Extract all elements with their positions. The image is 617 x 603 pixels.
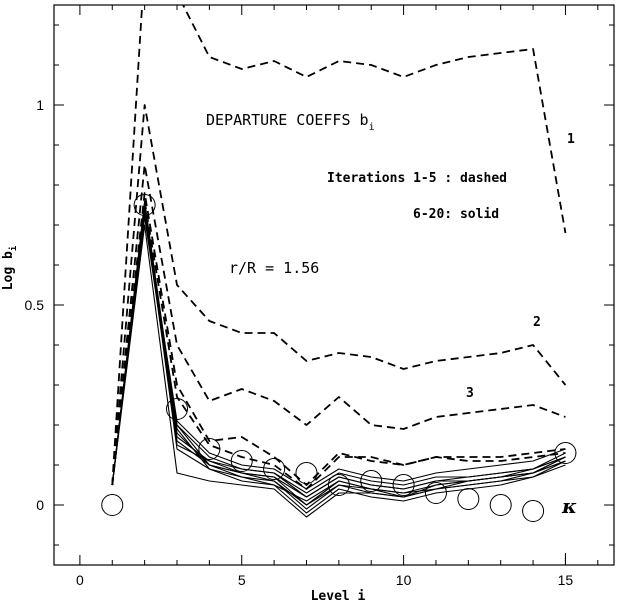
axis-ticks bbox=[54, 5, 614, 565]
x-tick-label: 5 bbox=[238, 572, 246, 588]
plot-frame bbox=[53, 4, 615, 566]
x-tick-label: 15 bbox=[558, 572, 574, 588]
circle-marker bbox=[101, 494, 124, 516]
curve-label-2: 2 bbox=[533, 315, 541, 330]
y-tick-label: 0.5 bbox=[25, 297, 45, 313]
series-line-15-solid bbox=[111, 212, 566, 506]
y-tick-label: 0 bbox=[36, 497, 44, 513]
series-line-1-dashed bbox=[111, 5, 567, 486]
series-line-7-solid bbox=[111, 212, 566, 506]
curve-label-1: 1 bbox=[567, 132, 575, 147]
circle-marker bbox=[457, 488, 480, 510]
annotation-ratio: r/R = 1.56 bbox=[229, 259, 319, 277]
y-tick-label: 1 bbox=[36, 97, 44, 113]
series-line-2-dashed bbox=[111, 104, 567, 486]
circle-marker bbox=[489, 494, 512, 516]
tick-labels: 0 5 10 15 0 0.5 1 bbox=[25, 97, 574, 588]
circle-marker bbox=[133, 194, 156, 216]
annotation-iterations-solid: 6-20: solid bbox=[413, 207, 499, 222]
y-axis-title-sub: i bbox=[8, 245, 19, 251]
series-line-9-solid bbox=[111, 216, 566, 494]
series-group bbox=[111, 5, 567, 518]
curve-label-3: 3 bbox=[466, 386, 474, 401]
kappa-label: κ bbox=[561, 494, 577, 518]
series-line-5-dashed bbox=[111, 200, 566, 490]
annotation-iterations-dashed: Iterations 1-5 : dashed bbox=[327, 171, 507, 186]
svg-text:Log bi: Log bi bbox=[1, 245, 19, 290]
circle-marker bbox=[424, 482, 447, 504]
circle-marker bbox=[360, 470, 383, 492]
series-line-3-dashed bbox=[111, 164, 566, 486]
circle-marker bbox=[295, 462, 318, 484]
circle-marker bbox=[230, 450, 253, 472]
circle-marker bbox=[554, 442, 577, 464]
series-line-12-solid bbox=[111, 212, 566, 490]
series-line-10-solid bbox=[111, 208, 566, 514]
chart-title: DEPARTURE COEFFS bi bbox=[206, 111, 375, 133]
series-line-8-solid bbox=[111, 204, 566, 510]
x-tick-label: 0 bbox=[76, 572, 84, 588]
x-axis-title: Level i bbox=[311, 589, 366, 603]
circle-marker bbox=[327, 474, 350, 496]
circle-marker bbox=[263, 458, 286, 480]
circle-markers bbox=[101, 194, 577, 522]
y-axis-title: Log bi bbox=[1, 245, 19, 290]
circle-marker bbox=[522, 500, 545, 522]
circle-marker bbox=[198, 438, 221, 460]
x-tick-label: 10 bbox=[396, 572, 412, 588]
series-line-11-solid bbox=[111, 224, 566, 518]
circle-marker bbox=[392, 474, 415, 496]
circle-marker bbox=[166, 398, 189, 420]
series-line-4-dashed bbox=[111, 192, 566, 486]
y-axis-title-main: Log b bbox=[1, 251, 16, 290]
chart-title-subscript: i bbox=[369, 122, 375, 133]
chart-title-main: DEPARTURE COEFFS b bbox=[206, 111, 369, 129]
